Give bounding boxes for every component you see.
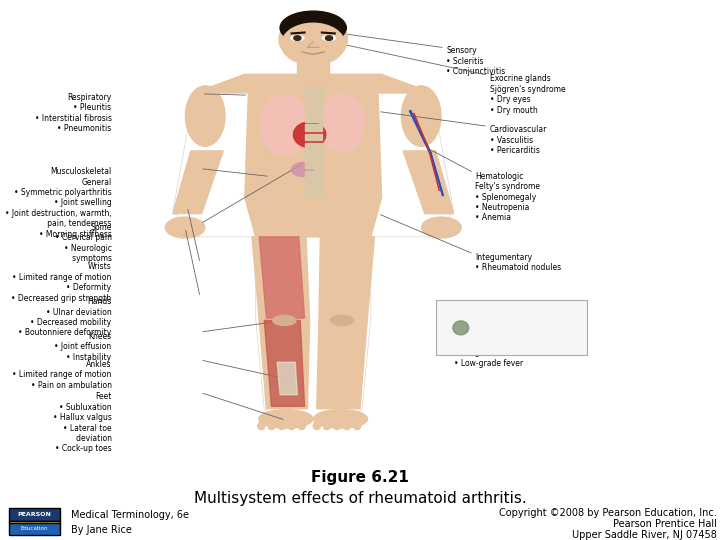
Text: Metabolic Processes
• Fatigue
• Weakness
• Anorexia
• Weight loss
• Low-grade fe: Metabolic Processes • Fatigue • Weakness… (454, 307, 531, 368)
FancyBboxPatch shape (9, 508, 60, 521)
FancyBboxPatch shape (305, 134, 322, 140)
Text: Copyright ©2008 by Pearson Education, Inc.: Copyright ©2008 by Pearson Education, In… (499, 508, 716, 517)
Text: Spine
• Cervical pain
• Neurologic
   symptoms: Spine • Cervical pain • Neurologic sympt… (55, 223, 112, 263)
Text: Feet
• Subluxation
• Hallux valgus
• Lateral toe
   deviation
• Cock-up toes: Feet • Subluxation • Hallux valgus • Lat… (53, 393, 112, 454)
Ellipse shape (258, 422, 265, 430)
FancyBboxPatch shape (305, 87, 322, 94)
Text: Pearson Prentice Hall: Pearson Prentice Hall (613, 519, 716, 529)
Polygon shape (403, 151, 454, 214)
Text: Education: Education (21, 526, 48, 531)
Ellipse shape (294, 36, 301, 40)
Text: Hematologic
Felty's syndrome
• Splenomegaly
• Neutropenia
• Anemia: Hematologic Felty's syndrome • Splenomeg… (475, 172, 540, 222)
FancyBboxPatch shape (9, 521, 60, 523)
Text: Respiratory
• Pleuritis
• Interstitial fibrosis
• Pneumonitis: Respiratory • Pleuritis • Interstitial f… (35, 93, 112, 133)
Ellipse shape (291, 36, 304, 40)
Ellipse shape (259, 410, 313, 428)
FancyBboxPatch shape (305, 161, 322, 168)
Text: Cardiovascular
• Vasculitis
• Pericarditis: Cardiovascular • Vasculitis • Pericardit… (490, 125, 547, 155)
Ellipse shape (186, 86, 225, 146)
Ellipse shape (402, 86, 441, 146)
Polygon shape (173, 151, 223, 214)
Polygon shape (264, 320, 305, 406)
FancyBboxPatch shape (305, 190, 322, 196)
Ellipse shape (298, 422, 305, 430)
Polygon shape (245, 93, 382, 197)
Ellipse shape (314, 410, 368, 428)
Ellipse shape (422, 217, 462, 238)
FancyBboxPatch shape (297, 50, 329, 73)
FancyBboxPatch shape (305, 152, 322, 159)
Ellipse shape (268, 422, 275, 430)
FancyBboxPatch shape (9, 522, 60, 535)
FancyBboxPatch shape (305, 124, 322, 131)
Text: Knees
• Joint effusion
• Instability: Knees • Joint effusion • Instability (55, 332, 112, 362)
Ellipse shape (323, 422, 330, 430)
Text: Wrists
• Limited range of motion
• Deformity
• Decreased grip strength: Wrists • Limited range of motion • Defor… (12, 262, 112, 302)
Ellipse shape (273, 315, 296, 326)
FancyBboxPatch shape (305, 171, 322, 178)
Text: Multisystem effects of rheumatoid arthritis.: Multisystem effects of rheumatoid arthri… (194, 491, 526, 506)
Ellipse shape (330, 315, 354, 326)
Ellipse shape (260, 95, 309, 156)
Ellipse shape (294, 122, 325, 147)
Ellipse shape (354, 422, 361, 430)
Ellipse shape (288, 422, 295, 430)
Text: PEARSON: PEARSON (17, 512, 52, 517)
Polygon shape (194, 75, 432, 93)
Polygon shape (252, 237, 310, 320)
Ellipse shape (453, 321, 469, 335)
Ellipse shape (343, 422, 351, 430)
Polygon shape (259, 237, 305, 318)
Text: Hands
• Ulnar deviation
• Decreased mobility
• Boutonniere deformity: Hands • Ulnar deviation • Decreased mobi… (18, 297, 112, 338)
Text: Sensory
• Scleritis
• Conjunctivitis: Sensory • Scleritis • Conjunctivitis (446, 46, 505, 76)
FancyBboxPatch shape (436, 300, 587, 355)
Ellipse shape (282, 23, 345, 65)
Text: Ankles
• Limited range of motion
• Pain on ambulation: Ankles • Limited range of motion • Pain … (12, 360, 112, 390)
Text: By Jane Rice: By Jane Rice (71, 525, 132, 535)
Text: Integumentary
• Rheumatoid nodules: Integumentary • Rheumatoid nodules (475, 253, 562, 273)
Ellipse shape (320, 94, 364, 152)
Text: Upper Saddle River, NJ 07458: Upper Saddle River, NJ 07458 (572, 530, 716, 540)
Ellipse shape (313, 422, 320, 430)
Text: Figure 6.21: Figure 6.21 (311, 470, 409, 485)
Polygon shape (259, 320, 310, 409)
Ellipse shape (333, 422, 341, 430)
Text: Exocrine glands
Sjögren's syndrome
• Dry eyes
• Dry mouth: Exocrine glands Sjögren's syndrome • Dry… (490, 75, 565, 114)
Ellipse shape (280, 11, 346, 45)
Ellipse shape (279, 15, 347, 64)
Ellipse shape (325, 36, 333, 40)
FancyBboxPatch shape (305, 180, 322, 187)
Ellipse shape (165, 217, 205, 238)
Ellipse shape (292, 163, 313, 177)
FancyBboxPatch shape (305, 143, 322, 150)
Polygon shape (319, 237, 374, 320)
Text: Medical Terminology, 6e: Medical Terminology, 6e (71, 510, 189, 520)
FancyBboxPatch shape (305, 97, 322, 103)
Text: Musculoskeletal
General
• Symmetric polyarthritis
• Joint swelling
• Joint destr: Musculoskeletal General • Symmetric poly… (5, 167, 112, 239)
FancyBboxPatch shape (305, 106, 322, 112)
Polygon shape (317, 320, 367, 409)
Polygon shape (277, 362, 297, 395)
Ellipse shape (323, 36, 336, 40)
FancyBboxPatch shape (305, 115, 322, 122)
Polygon shape (245, 197, 382, 237)
Ellipse shape (278, 422, 285, 430)
